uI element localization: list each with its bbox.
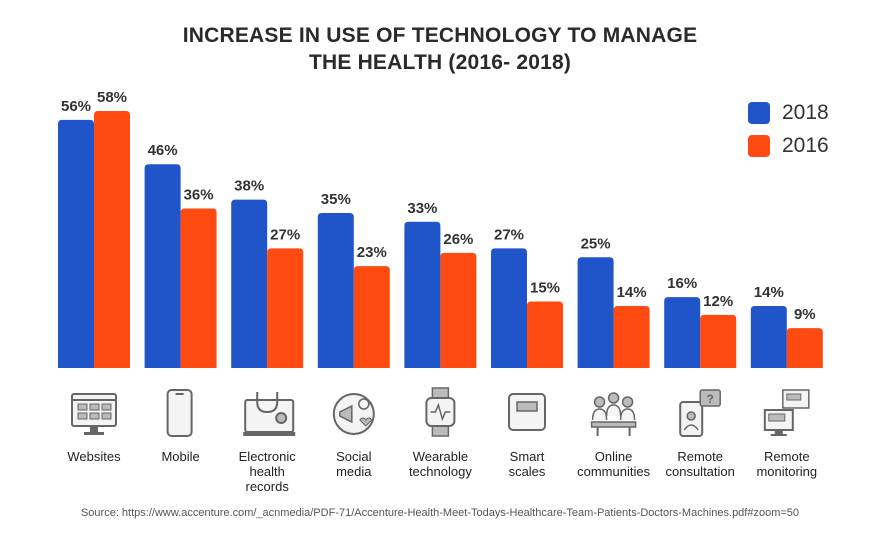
ehr-icon [243,392,296,436]
legend-label-2016: 2016 [782,133,829,157]
data-label-2018-0: 56% [61,98,91,115]
bar-2016-2 [267,248,304,368]
title-line-1: INCREASE IN USE OF TECHNOLOGY TO MANAGE [182,24,698,47]
data-label-2016-6: 14% [617,284,647,301]
legend: 2018 2016 [748,96,829,162]
category-label-line: technology [408,464,472,479]
data-label-2018-4: 33% [407,200,437,217]
category-label-line: media [336,464,372,479]
legend-item-2018: 2018 [748,96,829,129]
category-label-7: Remote consultation [657,449,743,479]
bar-2016-4 [440,252,477,368]
data-label-2016-0: 58% [97,89,127,106]
bar-2018-7 [664,297,701,368]
legend-swatch-2016 [748,134,770,157]
online-community-icon [590,392,637,436]
category-label-1: Mobile [138,449,224,464]
chart-title: INCREASE IN USE OF TECHNOLOGY TO MANAGE … [0,22,880,76]
category-label-2: Electronic health records [224,449,310,494]
bar-2018-0 [58,119,94,368]
title-line-2: THE HEALTH (2016- 2018) [308,51,572,74]
bar-2018-4 [404,221,441,368]
legend-label-2018: 2018 [782,100,829,124]
bar-2016-6 [613,305,650,368]
category-label-4: Wearable technology [397,449,483,479]
category-label-line: Social [336,449,372,464]
social-media-icon [332,393,375,435]
category-label-3: Social media [311,449,397,479]
category-label-line: Wearable [412,449,469,464]
data-label-2016-7: 12% [703,293,733,310]
bar-2016-5 [527,301,563,368]
category-label-line: communities [577,464,651,479]
data-label-2016-2: 27% [270,226,300,243]
source-note: Source: https://www.accenture.com/_acnme… [80,507,800,519]
category-label-5: Smart scales [484,449,570,479]
bar-2018-6 [577,257,614,368]
data-label-2016-4: 26% [443,231,473,248]
bar-2018-3 [317,212,354,368]
legend-swatch-2018 [748,101,770,124]
category-label-line: scales [508,464,546,479]
category-label-line: records [245,479,289,494]
bar-2016-1 [180,208,217,368]
data-label-2016-1: 36% [184,187,214,204]
category-label-line: Remote [677,449,723,464]
category-label-line: Mobile [161,449,200,464]
data-label-2018-2: 38% [234,178,264,195]
data-label-2018-7: 16% [667,275,697,292]
data-label-2018-6: 25% [581,235,611,252]
category-label-line: Websites [67,449,121,464]
data-label-2016-3: 23% [357,244,387,261]
category-label-line: health [249,464,285,479]
data-label-2016-8: 9% [794,306,816,323]
bar-2016-7 [700,314,737,368]
category-label-line: Electronic [238,449,296,464]
data-label-2016-5: 15% [530,280,560,297]
remote-consultation-icon: ? [679,389,721,437]
category-label-line: consultation [665,464,735,479]
category-label-line: Remote [764,449,810,464]
bar-2018-8 [750,305,787,368]
bar-2018-5 [491,248,527,368]
smart-scale-icon [508,393,546,431]
category-label-line: Smart [509,449,545,464]
category-label-0: Websites [51,449,137,464]
category-label-line: Online [594,449,633,464]
data-label-2018-1: 46% [148,142,178,159]
website-icon [71,393,117,435]
data-label-2018-8: 14% [754,284,784,301]
bar-2016-0 [94,111,130,368]
remote-monitoring-icon [763,389,810,436]
question-mark-glyph: ? [707,392,714,406]
legend-item-2016: 2016 [748,129,829,162]
category-label-8: Remote monitoring [744,449,830,479]
category-label-line: monitoring [756,464,818,479]
wearable-icon [425,387,456,437]
data-label-2018-3: 35% [321,191,351,208]
bar-2018-1 [144,164,181,368]
bar-2018-2 [231,199,268,368]
bar-2016-3 [353,266,390,368]
category-label-6: Online communities [571,449,657,479]
mobile-icon [166,389,193,437]
bar-2016-8 [786,328,823,368]
data-label-2018-5: 27% [494,226,524,243]
